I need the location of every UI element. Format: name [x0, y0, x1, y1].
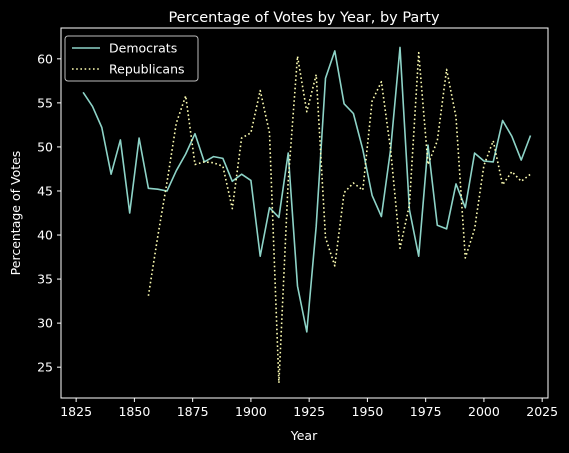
y-tick-label: 60	[37, 51, 53, 66]
x-tick-label: 1950	[352, 404, 384, 419]
series-line-republicans	[147, 51, 531, 384]
chart-title: Percentage of Votes by Year, by Party	[168, 10, 440, 26]
plot-frame	[60, 27, 549, 399]
legend-label-democrats: Democrats	[109, 41, 177, 56]
x-tick-label: 1900	[235, 404, 267, 419]
x-tick-label: 1975	[410, 404, 442, 419]
x-tick-label: 2000	[468, 404, 500, 419]
series-layer	[82, 46, 532, 384]
x-axis: 1825 1850 1875 1900 1925 1950 1975 2000 2025	[60, 398, 558, 419]
x-axis-label: Year	[290, 428, 318, 443]
y-axis-label: Percentage of Votes	[8, 151, 23, 276]
y-tick-label: 35	[37, 272, 53, 287]
legend: Democrats Republicans	[64, 35, 199, 82]
legend-label-republicans: Republicans	[109, 62, 185, 77]
y-tick-label: 50	[37, 139, 53, 154]
y-tick-label: 45	[37, 183, 53, 198]
plot-area	[60, 27, 549, 399]
x-tick-label: 1825	[60, 404, 92, 419]
y-tick-label: 30	[37, 316, 53, 331]
x-tick-label: 1875	[177, 404, 209, 419]
y-axis: 25 30 35 40 45 50 55 60	[37, 51, 61, 375]
x-tick-label: 2025	[526, 404, 558, 419]
x-tick-label: 1925	[293, 404, 325, 419]
x-tick-label: 1850	[118, 404, 150, 419]
y-tick-label: 55	[37, 95, 53, 110]
y-tick-label: 25	[37, 360, 53, 375]
series-line-democrats	[82, 46, 532, 333]
y-tick-label: 40	[37, 228, 53, 243]
